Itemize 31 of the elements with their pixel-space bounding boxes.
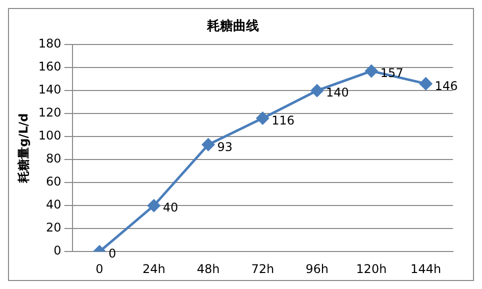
x-tick-label: 120h [356, 262, 387, 276]
y-tick-label: 0 [54, 244, 62, 258]
point [256, 112, 269, 124]
data-label: 140 [326, 86, 349, 100]
y-tick-label: 20 [46, 220, 62, 235]
y-tick-label: 60 [46, 174, 62, 189]
data-label: 93 [217, 140, 233, 154]
y-tick-label: 120 [38, 106, 62, 120]
x-tick-label: 96h [306, 262, 328, 276]
data-label: 40 [162, 200, 178, 215]
data-label: 0 [108, 246, 116, 261]
x-tick-label: 0 [96, 262, 104, 276]
y-tick-label: 140 [38, 82, 62, 97]
x-tick-label: 48h [196, 262, 220, 276]
x-tick-label: 72h [251, 262, 274, 276]
point [202, 138, 215, 151]
y-tick-label: 80 [46, 152, 62, 166]
point [148, 199, 160, 212]
chart-title: 耗糖曲线 [206, 18, 259, 34]
point [365, 64, 378, 78]
x-tick-label: 24h [142, 262, 166, 276]
y-tick-label: 160 [38, 60, 62, 74]
point [310, 84, 324, 97]
y-tick-label: 100 [38, 128, 62, 143]
data-label: 146 [434, 78, 458, 93]
y-tick-label: 40 [46, 198, 62, 212]
point [420, 77, 432, 90]
data-label: 116 [272, 113, 295, 128]
y-tick-label: 180 [38, 36, 62, 51]
x-tick-label: 144h [410, 262, 442, 276]
y-axis-title: 耗糖量g/L/d [16, 113, 30, 184]
